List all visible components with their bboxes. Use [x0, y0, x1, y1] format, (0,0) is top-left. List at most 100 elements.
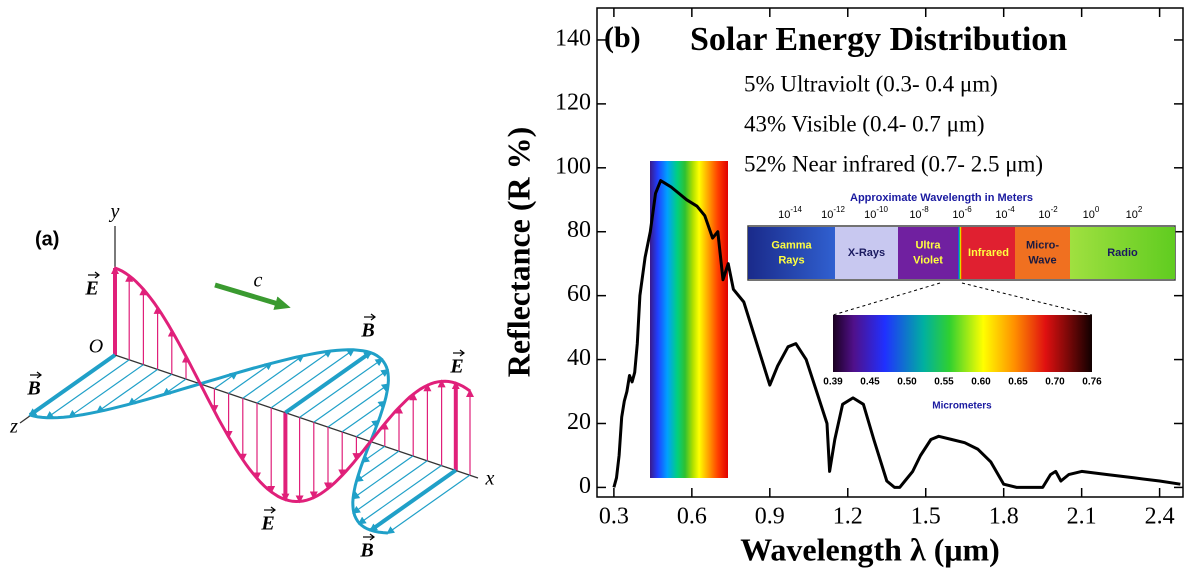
band-label: Infrared: [968, 247, 1009, 259]
scale-exponent: -12: [833, 205, 845, 214]
e-label: E: [449, 356, 463, 378]
scale-exponent: -10: [876, 205, 888, 214]
visible-tick-label: 0.65: [1008, 377, 1028, 388]
scale-label: 10-8: [909, 205, 929, 221]
vector-arrow-head: [94, 271, 100, 279]
b-field-arrow: [45, 359, 130, 419]
spectrum-band: [1070, 227, 1175, 279]
band-label: Gamma: [771, 239, 812, 251]
visible-tick-label: 0.39: [823, 377, 843, 388]
e-label: E: [84, 278, 98, 300]
y-axis-label: y: [109, 201, 120, 223]
scale-exponent: 0: [1095, 205, 1100, 214]
b-field-arrow: [242, 354, 305, 399]
wave-diagram: (a) y x z Oc E E E B B B: [9, 201, 494, 562]
inset-title: Approximate Wavelength in Meters: [850, 192, 1033, 204]
b-field-arrow: [357, 464, 442, 525]
origin-label: O: [89, 336, 103, 358]
visible-tick-label: 0.55: [934, 377, 954, 388]
annotation: 5% Ultraviolt (0.3- 0.4 μm): [744, 71, 998, 96]
visible-tick-label: 0.60: [971, 377, 991, 388]
scale-label: 10-4: [995, 205, 1015, 221]
b-field-arrow: [68, 364, 144, 418]
scale-exponent: -2: [1051, 205, 1059, 214]
visible-band: [650, 161, 728, 478]
annotation: 43% Visible (0.4- 0.7 μm): [744, 111, 985, 136]
b-field-arrow: [256, 349, 333, 404]
x-tick-label: 1.8: [989, 504, 1019, 530]
b-field-arrow: [341, 400, 387, 433]
scale-label: 10-14: [778, 205, 802, 221]
spectrum-band: [748, 227, 835, 279]
propagation-arrow: [214, 282, 291, 310]
b-field-arrow: [354, 450, 400, 483]
x-tick-label: 2.1: [1067, 504, 1097, 530]
x-tick-label: 1.5: [911, 504, 941, 530]
y-tick-label: 20: [567, 409, 591, 435]
scale-label: 10-2: [1038, 205, 1058, 221]
b-label: B: [26, 378, 40, 400]
zoom-line: [961, 282, 1093, 316]
b-field-arrow: [361, 445, 386, 463]
scale-label: 102: [1126, 205, 1143, 221]
reflectance-line: [612, 179, 1181, 489]
visible-unit: Micrometers: [932, 401, 992, 412]
visible-tick-label: 0.76: [1082, 377, 1102, 388]
scale-base: 10: [952, 209, 964, 221]
vector-arrow-head: [459, 349, 465, 357]
visible-tick-label: 0.45: [860, 377, 880, 388]
b-field-arrow: [313, 369, 390, 423]
scale-exponent: -4: [1008, 205, 1016, 214]
x-tick-label: 0.3: [599, 504, 629, 530]
scale-base: 10: [1038, 209, 1050, 221]
speed-label: c: [254, 270, 263, 292]
b-field-arrow: [386, 474, 471, 535]
scale-base: 10: [1126, 209, 1138, 221]
band-label: Violet: [913, 254, 943, 266]
visible-stripe: [958, 227, 962, 279]
y-tick-label: 80: [567, 217, 591, 243]
b-field-arrow: [327, 383, 390, 428]
b-field-arrow: [352, 460, 428, 514]
y-tick-label: 100: [555, 153, 591, 179]
y-tick-label: 0: [579, 473, 591, 499]
scale-label: 10-6: [952, 205, 972, 221]
visible-tick-label: 0.50: [897, 377, 917, 388]
y-tick-label: 60: [567, 281, 591, 307]
visible-spectrum: [833, 315, 1092, 372]
vector-arrow-head: [369, 533, 375, 541]
b-field-arrow: [351, 455, 414, 500]
annotation: 52% Near infrared (0.7- 2.5 μm): [744, 151, 1043, 176]
zoom-line: [832, 282, 941, 316]
vector-arrow-head: [370, 313, 376, 321]
band-label: Wave: [1028, 254, 1056, 266]
b-field-arrow: [356, 419, 381, 438]
b-field-arrow: [95, 368, 158, 413]
b-field-wave: [29, 348, 390, 535]
scale-base: 10: [778, 209, 790, 221]
x-axis-title: Wavelength λ (μm): [740, 531, 1000, 567]
y-tick-label: 140: [555, 25, 591, 51]
b-field-arrow: [28, 353, 117, 417]
scale-exponent: -8: [922, 205, 930, 214]
x-tick-label: 1.2: [833, 504, 863, 530]
x-axis: [114, 354, 479, 479]
scale-label: 100: [1083, 205, 1100, 221]
b-label: B: [360, 320, 374, 342]
b-field-arrow: [228, 362, 273, 394]
b-label: B: [359, 540, 373, 562]
band-label: Micro-: [1026, 239, 1059, 251]
spectrum-band: [1015, 227, 1070, 279]
spectrum-band: [898, 227, 958, 279]
x-axis-label: x: [485, 468, 495, 490]
e-label: E: [260, 513, 274, 535]
vector-arrow-head: [36, 371, 42, 379]
b-field-arrow: [284, 350, 373, 415]
b-field-arrow: [127, 373, 173, 406]
chart-title: Solar Energy Distribution: [690, 21, 1067, 58]
scale-label: 10-12: [821, 205, 845, 221]
visible-tick-label: 0.70: [1045, 377, 1065, 388]
b-field-arrow: [369, 468, 457, 532]
panel-label: (b): [604, 21, 641, 54]
